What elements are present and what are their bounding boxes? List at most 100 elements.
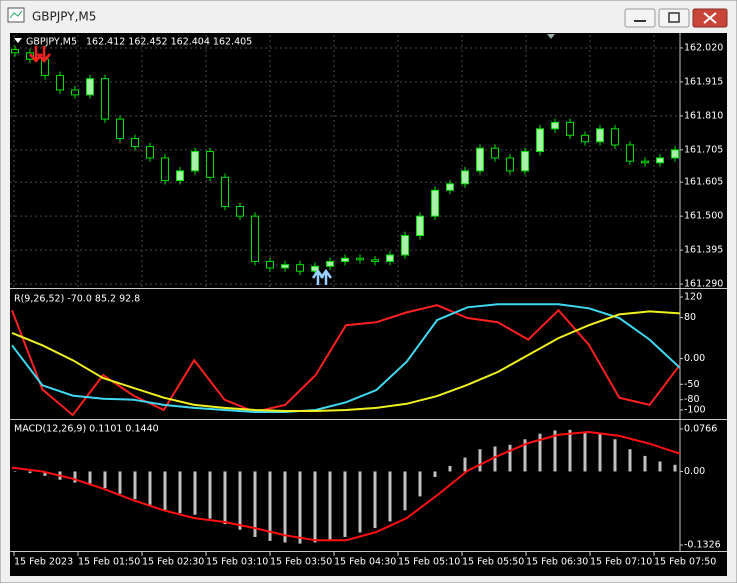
time-label: 15 Feb 03:50 bbox=[270, 557, 332, 568]
y-tick-label: 161.810 bbox=[684, 110, 723, 121]
sell-arrow bbox=[29, 46, 51, 63]
candle-body bbox=[611, 128, 619, 146]
plot: 15 Feb 2023 15 Feb 01:50 15 Feb 02:30 15 Fe… bbox=[10, 35, 723, 568]
candle-body bbox=[266, 260, 274, 269]
y-tick-label: 161.705 bbox=[684, 144, 723, 155]
macd-bar bbox=[193, 471, 197, 515]
candle-body bbox=[506, 157, 514, 172]
candle-body bbox=[596, 128, 604, 143]
y-tick-label: -100 bbox=[684, 404, 706, 415]
macd-bar bbox=[373, 471, 377, 529]
macd-bar bbox=[628, 449, 632, 472]
window-title: GBPJPY,M5 bbox=[32, 10, 96, 24]
macd-bar bbox=[553, 430, 557, 472]
macd-bar bbox=[253, 471, 257, 537]
macd-bar bbox=[73, 471, 77, 483]
candle-body bbox=[191, 150, 199, 172]
candle-body bbox=[656, 157, 664, 164]
chart-area bbox=[10, 33, 727, 576]
y-tick-label: 161.915 bbox=[684, 76, 723, 87]
macd-bar bbox=[523, 439, 527, 472]
candle-body bbox=[521, 150, 529, 172]
ohlc-header: 162.412 162.452 162.404 162.405 bbox=[86, 37, 252, 48]
macd-bar bbox=[433, 471, 437, 478]
candle-body bbox=[86, 78, 94, 96]
macd-bar bbox=[493, 446, 497, 472]
candle-body bbox=[326, 260, 334, 267]
macd-bar bbox=[598, 433, 602, 472]
candle-body bbox=[431, 189, 439, 217]
macd-bar bbox=[43, 471, 47, 476]
time-label: 15 Feb 02:30 bbox=[142, 557, 204, 568]
minimize-button[interactable] bbox=[624, 8, 656, 28]
y-tick-label: 0.00 bbox=[684, 353, 705, 364]
candle-body bbox=[56, 74, 64, 91]
macd-bar bbox=[508, 444, 512, 472]
macd-bar bbox=[418, 471, 422, 497]
candle-body bbox=[71, 89, 79, 96]
main-pane-title: GBPJPY,M5 bbox=[26, 37, 77, 48]
macd-bar bbox=[88, 471, 92, 484]
candle-body bbox=[176, 170, 184, 182]
candle-body bbox=[491, 147, 499, 159]
macd-bar bbox=[643, 455, 647, 472]
candle-body bbox=[626, 144, 634, 162]
maximize-glyph bbox=[668, 12, 680, 23]
y-tick-label: 80 bbox=[684, 312, 696, 323]
macd-bar bbox=[283, 471, 287, 543]
macd-bar bbox=[358, 471, 362, 533]
candle-body bbox=[581, 134, 589, 143]
buy-arrow bbox=[311, 268, 333, 285]
candle-body bbox=[551, 121, 559, 130]
time-label: 15 Feb 07:50 bbox=[654, 557, 716, 568]
macd-bar bbox=[208, 471, 212, 519]
candle-body bbox=[146, 146, 154, 159]
candle-body bbox=[161, 157, 169, 182]
macd-bar bbox=[238, 471, 242, 530]
y-tick-label: 161.500 bbox=[684, 211, 723, 222]
maximize-button[interactable] bbox=[658, 8, 690, 28]
candle-body bbox=[221, 176, 229, 207]
macd-bar bbox=[568, 429, 572, 472]
indicator-line bbox=[11, 304, 681, 417]
macd-bar bbox=[133, 471, 137, 500]
candle-body bbox=[536, 128, 544, 152]
time-label: 15 Feb 07:10 bbox=[590, 557, 652, 568]
candle-body bbox=[116, 118, 124, 140]
candle-body bbox=[476, 147, 484, 172]
time-label: 15 Feb 04:30 bbox=[334, 557, 396, 568]
y-tick-label: 161.395 bbox=[684, 245, 723, 256]
candle-body bbox=[251, 215, 259, 262]
candle-body bbox=[341, 257, 349, 262]
candle-body bbox=[641, 160, 649, 164]
candle-body bbox=[281, 264, 289, 269]
y-tick-label: 161.290 bbox=[684, 279, 723, 290]
macd-bar bbox=[343, 471, 347, 537]
time-label: 15 Feb 06:30 bbox=[526, 557, 588, 568]
candle-body bbox=[566, 121, 574, 136]
candle-body bbox=[11, 49, 19, 54]
macd-bar bbox=[403, 471, 407, 511]
candle-body bbox=[296, 264, 304, 272]
window-icon-glyph bbox=[9, 10, 23, 19]
macd-bar bbox=[148, 471, 152, 505]
macd-bar bbox=[448, 465, 452, 472]
macd-bar bbox=[613, 439, 617, 472]
macd-bar bbox=[388, 471, 392, 522]
candle-body bbox=[371, 259, 379, 262]
candle-body bbox=[446, 183, 454, 191]
candle-body bbox=[416, 215, 424, 237]
macd-bar bbox=[313, 471, 317, 543]
macd-bar bbox=[13, 471, 17, 472]
candle-body bbox=[206, 150, 214, 178]
y-tick-label: 161.605 bbox=[684, 177, 723, 188]
macd-bar bbox=[268, 471, 272, 541]
macd-bar bbox=[103, 471, 107, 489]
candle-body bbox=[131, 138, 139, 148]
candle-body bbox=[311, 265, 319, 272]
candle-body bbox=[26, 52, 34, 60]
window-buttons[interactable] bbox=[624, 8, 728, 28]
y-tick-label: -80 bbox=[684, 394, 700, 405]
candle-body bbox=[236, 205, 244, 217]
